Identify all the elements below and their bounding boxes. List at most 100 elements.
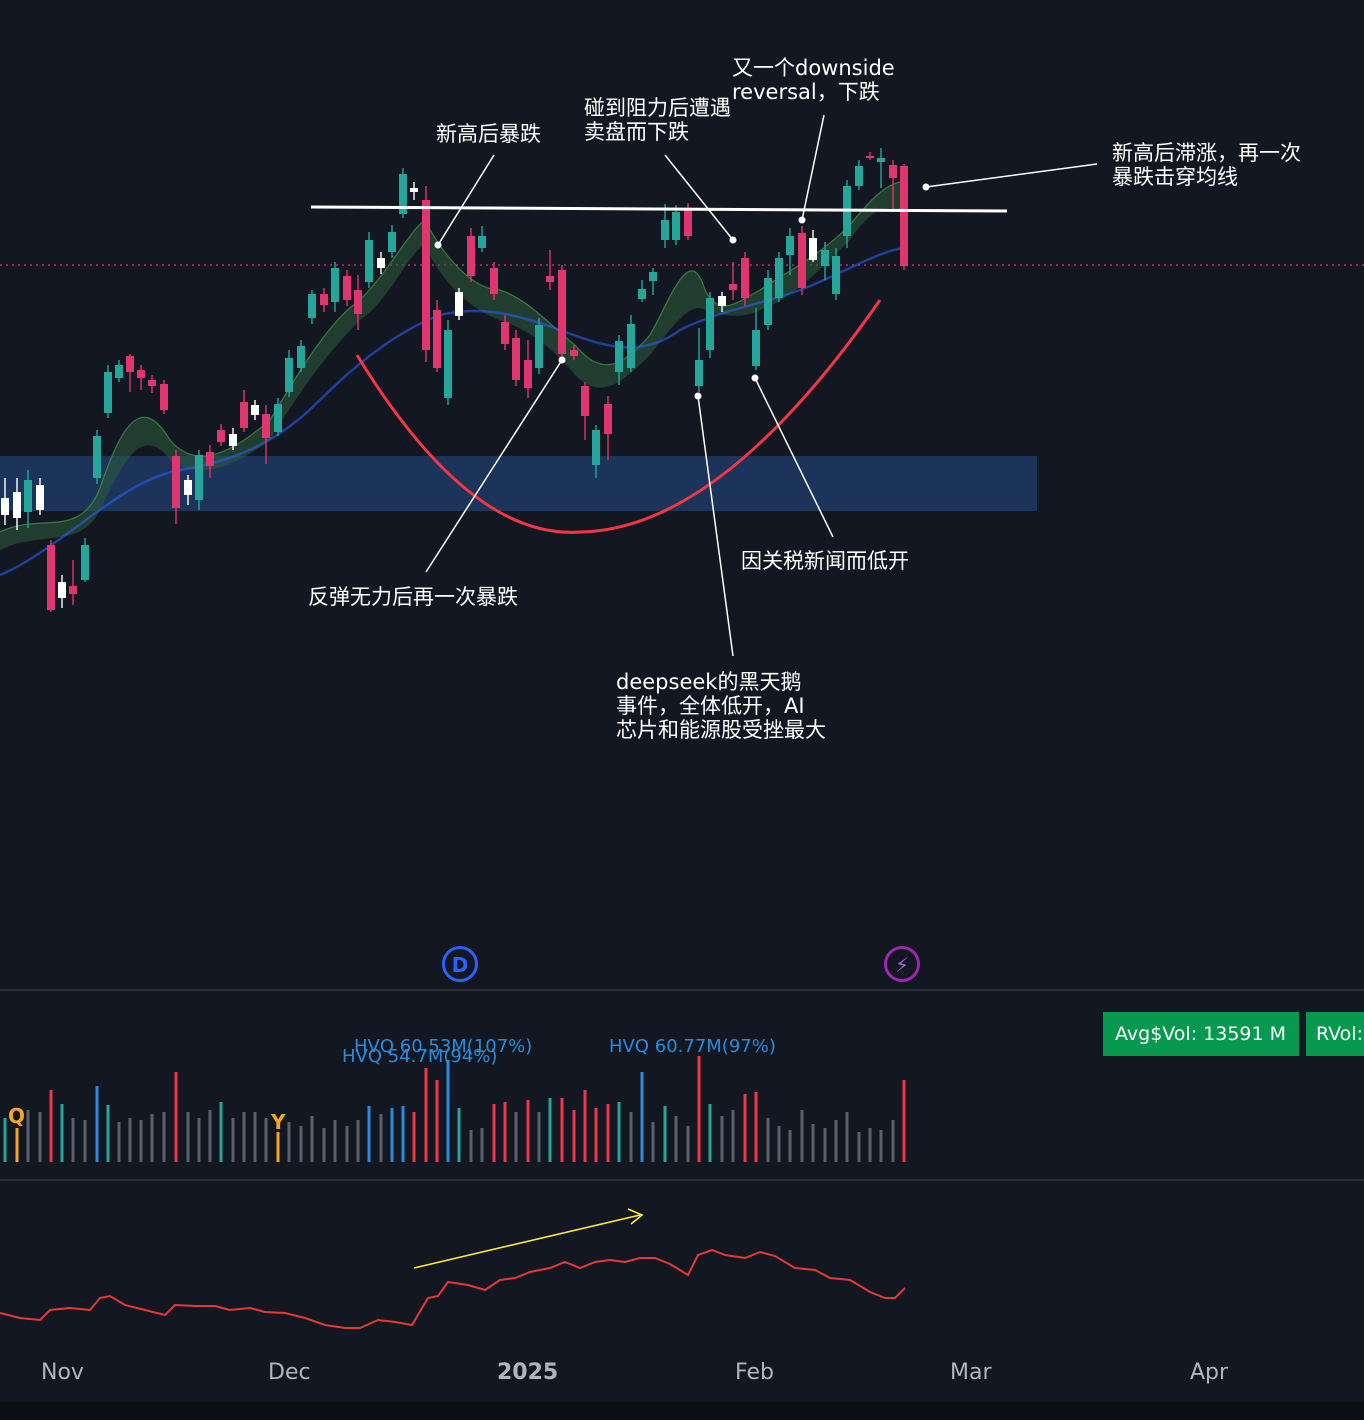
x-tick-apr: Apr bbox=[1190, 1360, 1229, 1385]
x-tick-mar: Mar bbox=[950, 1360, 992, 1385]
candle bbox=[104, 365, 112, 418]
candle bbox=[69, 560, 77, 605]
candle-body bbox=[331, 268, 339, 302]
volume-bars-layer bbox=[3, 1056, 906, 1162]
candle bbox=[331, 262, 339, 312]
candle bbox=[821, 242, 829, 280]
candle bbox=[764, 270, 772, 330]
volume-bar bbox=[231, 1118, 235, 1162]
indicator-layer bbox=[0, 1208, 906, 1329]
candle bbox=[706, 292, 714, 358]
pane-separator-volume[interactable] bbox=[0, 989, 1364, 991]
volume-bar bbox=[26, 1110, 30, 1162]
x-tick-feb: Feb bbox=[735, 1360, 774, 1385]
volume-bar bbox=[401, 1106, 405, 1162]
candle-body bbox=[285, 358, 293, 392]
candle-body bbox=[889, 165, 897, 178]
candle-body bbox=[478, 236, 486, 248]
candle-body bbox=[490, 268, 498, 294]
candle bbox=[274, 398, 282, 436]
candle-body bbox=[638, 289, 646, 299]
volume-bar bbox=[3, 1118, 7, 1162]
candle bbox=[798, 226, 806, 295]
volume-bar bbox=[322, 1128, 326, 1162]
volume-bar bbox=[548, 1098, 552, 1162]
volume-bar bbox=[731, 1110, 735, 1162]
candle bbox=[786, 228, 794, 275]
volume-bar bbox=[526, 1100, 530, 1162]
volume-marker-q: Q bbox=[8, 1104, 26, 1128]
candle-body bbox=[627, 324, 635, 368]
candle-body bbox=[388, 232, 396, 252]
volume-bar bbox=[435, 1080, 439, 1162]
volume-bar bbox=[834, 1120, 838, 1162]
volume-bar bbox=[106, 1105, 110, 1162]
volume-bar bbox=[139, 1120, 143, 1162]
volume-bar bbox=[242, 1112, 246, 1162]
candle bbox=[410, 182, 418, 200]
x-tick-2025: 2025 bbox=[497, 1360, 559, 1385]
candle-body bbox=[672, 212, 680, 240]
annotation-tariff-gap-down: 因关税新闻而低开 bbox=[741, 549, 909, 573]
volume-bar bbox=[83, 1120, 87, 1162]
candle bbox=[184, 475, 192, 505]
volume-bar bbox=[287, 1122, 291, 1162]
volume-bar bbox=[15, 1128, 19, 1162]
candle bbox=[752, 308, 760, 370]
candle bbox=[320, 288, 328, 312]
avg-dollar-volume-badge: Avg$Vol: 13591 M bbox=[1103, 1012, 1299, 1056]
volume-bar bbox=[492, 1104, 496, 1162]
annotation-pointer bbox=[425, 359, 563, 573]
candle-body bbox=[93, 436, 101, 478]
candle-body bbox=[24, 480, 32, 512]
candle bbox=[501, 315, 509, 350]
candle bbox=[115, 360, 123, 382]
dividend-event-icon[interactable]: D bbox=[442, 946, 478, 982]
volume-bar bbox=[469, 1130, 473, 1162]
volume-bar bbox=[845, 1112, 849, 1162]
candle-body bbox=[172, 456, 180, 508]
candle-body bbox=[798, 233, 806, 288]
candle-body bbox=[229, 434, 237, 446]
candle-body bbox=[195, 455, 203, 500]
candle bbox=[672, 205, 680, 245]
earnings-event-icon[interactable]: ⚡ bbox=[884, 946, 920, 982]
candle bbox=[126, 354, 134, 392]
volume-bar bbox=[879, 1130, 883, 1162]
volume-bar bbox=[868, 1128, 872, 1162]
candle-body bbox=[320, 294, 328, 305]
candle bbox=[262, 405, 270, 464]
candle-body bbox=[377, 258, 385, 268]
ema-ribbon-fill bbox=[0, 182, 900, 550]
candle bbox=[889, 160, 897, 212]
bottom-status-bar bbox=[0, 1402, 1364, 1420]
candle bbox=[741, 252, 749, 306]
volume-bar bbox=[720, 1116, 724, 1162]
candle-body bbox=[148, 380, 156, 386]
candle bbox=[251, 400, 259, 420]
candle bbox=[855, 160, 863, 190]
candle bbox=[535, 318, 543, 374]
candle bbox=[604, 396, 612, 460]
support-zone bbox=[0, 456, 1037, 511]
candle bbox=[718, 292, 726, 312]
candle-body bbox=[115, 365, 123, 378]
annotation-pointer bbox=[925, 163, 1098, 188]
volume-bar bbox=[390, 1108, 394, 1162]
candle-body bbox=[81, 545, 89, 580]
moving-average-layer bbox=[0, 181, 906, 577]
volume-bar bbox=[128, 1118, 132, 1162]
volume-bar bbox=[457, 1108, 461, 1162]
pointer-dot bbox=[729, 236, 737, 244]
pane-separator-indicator[interactable] bbox=[0, 1179, 1364, 1181]
volume-bar bbox=[412, 1112, 416, 1162]
volume-bar bbox=[629, 1112, 633, 1162]
candle bbox=[695, 328, 703, 392]
candle bbox=[354, 275, 362, 330]
candle bbox=[365, 232, 373, 288]
volume-bar bbox=[367, 1106, 371, 1162]
annotation-pointer bbox=[697, 395, 734, 657]
candle-body bbox=[308, 294, 316, 318]
volume-bar bbox=[674, 1116, 678, 1162]
